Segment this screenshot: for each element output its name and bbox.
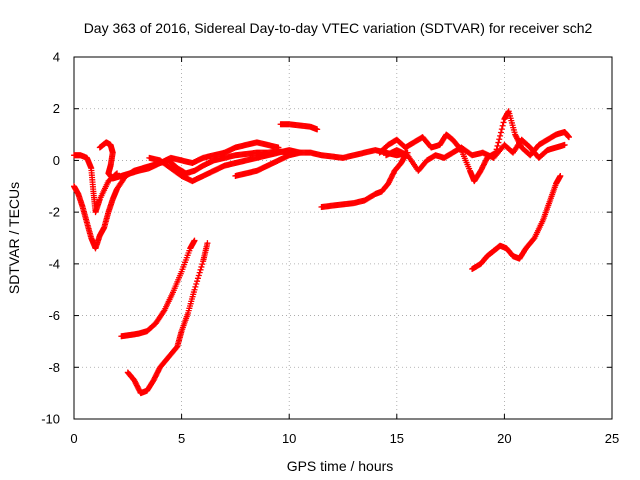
data-point [275, 144, 282, 151]
x-tick-label: 20 [497, 431, 511, 446]
chart-title: Day 363 of 2016, Sidereal Day-to-day VTE… [84, 20, 593, 36]
data-point [160, 308, 167, 315]
data-point [557, 172, 564, 179]
plot-frame [73, 56, 613, 420]
series-track-g [318, 152, 409, 210]
series-track-k [124, 240, 211, 397]
x-tick-label: 10 [282, 431, 296, 446]
data-point [191, 286, 198, 293]
data-point [204, 240, 211, 247]
data-point [499, 122, 506, 129]
x-axis-title: GPS time / hours [287, 458, 394, 474]
x-tick-label: 15 [390, 431, 404, 446]
y-tick-label: -8 [48, 360, 60, 375]
x-tick-label: 0 [70, 431, 77, 446]
data-point [494, 142, 501, 149]
series-track-i [383, 136, 568, 174]
y-tick-label: 0 [53, 153, 60, 168]
data-point [497, 129, 504, 136]
series-track-c [96, 139, 282, 182]
series-track-h [376, 108, 572, 185]
data-point [498, 126, 505, 133]
y-tick-labels: -10 -8 -6 -4 -2 0 2 4 [41, 50, 60, 427]
data-point [497, 132, 504, 139]
y-axis-title: SDTVAR / TECUs [6, 182, 22, 294]
y-tick-label: -4 [48, 256, 60, 271]
data-point [193, 281, 200, 288]
data-point [194, 278, 201, 285]
y-tick-label: -10 [41, 412, 60, 427]
data-point [197, 266, 204, 273]
data-point [196, 269, 203, 276]
x-tick-labels: 0 5 10 15 20 25 [70, 431, 619, 446]
data-point [192, 283, 199, 290]
data-point [199, 261, 206, 268]
data-point [500, 119, 507, 126]
series-track-d [146, 147, 303, 185]
data-point [195, 272, 202, 279]
series-track-b [71, 148, 293, 252]
y-tick-label: 2 [53, 101, 60, 116]
data-point [496, 136, 503, 143]
x-tick-label: 25 [605, 431, 619, 446]
series-track-f [277, 121, 321, 133]
grid [74, 57, 612, 419]
data-point [561, 141, 568, 148]
y-tick-label: -6 [48, 308, 60, 323]
data-marks [71, 108, 572, 397]
series-track-j [118, 237, 198, 340]
data-point [565, 134, 572, 141]
y-tick-label: -2 [48, 205, 60, 220]
data-point [194, 275, 201, 282]
y-tick-label: 4 [53, 50, 60, 65]
data-point [198, 263, 205, 270]
data-point [495, 139, 502, 146]
x-tick-label: 5 [178, 431, 185, 446]
series-track-l [469, 172, 564, 273]
data-point [191, 237, 198, 244]
data-point [314, 126, 321, 133]
ticks [73, 56, 613, 420]
